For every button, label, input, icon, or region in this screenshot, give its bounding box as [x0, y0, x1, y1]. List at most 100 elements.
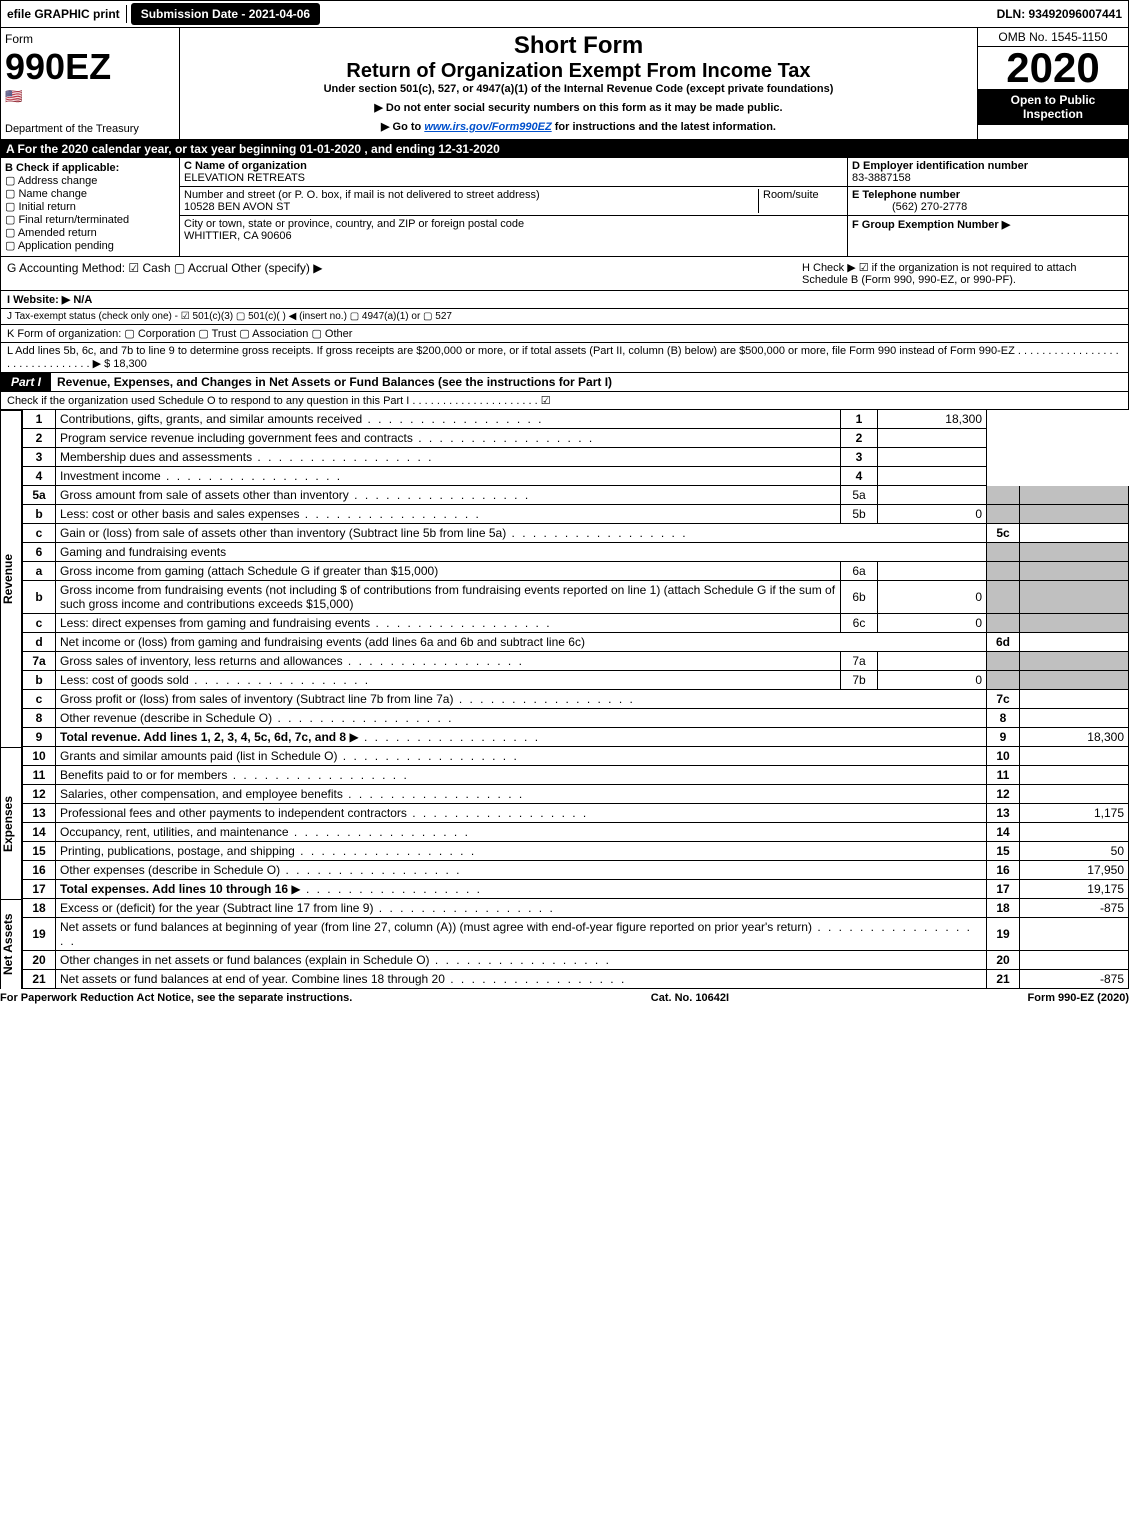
title-box: Short Form Return of Organization Exempt…: [180, 28, 977, 139]
line-2: 2Program service revenue including gover…: [23, 429, 1129, 448]
org-name-label: C Name of organization: [184, 160, 307, 172]
line-a: A For the 2020 calendar year, or tax yea…: [0, 140, 1129, 158]
form-box: Form 990EZ 🇺🇸 Department of the Treasury: [1, 28, 180, 139]
right-box: OMB No. 1545-1150 2020 Open to Public In…: [977, 28, 1128, 139]
line-3: 3Membership dues and assessments3: [23, 448, 1129, 467]
form-header: Form 990EZ 🇺🇸 Department of the Treasury…: [0, 28, 1129, 140]
ein: 83-3887158: [852, 172, 911, 184]
group-cell: F Group Exemption Number ▶: [848, 216, 1128, 233]
gh-row: G Accounting Method: ☑ Cash ▢ Accrual Ot…: [0, 257, 1129, 291]
part1-check: Check if the organization used Schedule …: [0, 392, 1129, 410]
g-accounting: G Accounting Method: ☑ Cash ▢ Accrual Ot…: [7, 261, 802, 286]
top-bar: efile GRAPHIC print Submission Date - 20…: [0, 0, 1129, 28]
l-row: L Add lines 5b, 6c, and 7b to line 9 to …: [0, 343, 1129, 373]
part1-label: Part I: [1, 373, 51, 391]
revenue-sidebar: Revenue: [0, 410, 22, 747]
org-city-cell: City or town, state or province, country…: [180, 216, 847, 244]
org-street-cell: Number and street (or P. O. box, if mail…: [180, 187, 847, 216]
org-city: WHITTIER, CA 90606: [184, 230, 292, 242]
line9-desc: Total revenue. Add lines 1, 2, 3, 4, 5c,…: [60, 730, 346, 744]
netassets-sidebar: Net Assets: [0, 899, 22, 989]
room-suite: Room/suite: [758, 189, 843, 213]
line-6c: cLess: direct expenses from gaming and f…: [23, 614, 1129, 633]
return-title: Return of Organization Exempt From Incom…: [184, 60, 973, 83]
h-check: H Check ▶ ☑ if the organization is not r…: [802, 261, 1122, 286]
line-7b: bLess: cost of goods sold7b0: [23, 671, 1129, 690]
part1-title: Revenue, Expenses, and Changes in Net As…: [51, 375, 612, 389]
ein-cell: D Employer identification number 83-3887…: [848, 158, 1128, 187]
revenue-section: Revenue 1Contributions, gifts, grants, a…: [0, 410, 1129, 747]
line-1: 1Contributions, gifts, grants, and simil…: [23, 410, 1129, 429]
line-6b: bGross income from fundraising events (n…: [23, 581, 1129, 614]
form-label: Form: [5, 32, 175, 46]
org-street: 10528 BEN AVON ST: [184, 201, 290, 213]
footer-center: Cat. No. 10642I: [651, 992, 729, 1004]
line-5a: 5aGross amount from sale of assets other…: [23, 486, 1129, 505]
goto-prefix: ▶ Go to: [381, 121, 424, 133]
tax-year: 2020: [978, 47, 1128, 89]
netassets-table: 18Excess or (deficit) for the year (Subt…: [22, 899, 1129, 989]
org-name: ELEVATION RETREATS: [184, 172, 305, 184]
goto: ▶ Go to www.irs.gov/Form990EZ for instru…: [184, 120, 973, 133]
irs-link[interactable]: www.irs.gov/Form990EZ: [424, 121, 551, 133]
part1-header: Part I Revenue, Expenses, and Changes in…: [0, 373, 1129, 392]
line-7c: cGross profit or (loss) from sales of in…: [23, 690, 1129, 709]
line-10: 10Grants and similar amounts paid (list …: [23, 747, 1129, 766]
warning: ▶ Do not enter social security numbers o…: [184, 101, 973, 114]
expenses-table: 10Grants and similar amounts paid (list …: [22, 747, 1129, 899]
form-number: 990EZ: [5, 46, 175, 88]
line-5b: bLess: cost or other basis and sales exp…: [23, 505, 1129, 524]
submission-date: Submission Date - 2021-04-06: [131, 3, 320, 25]
expenses-section: Expenses 10Grants and similar amounts pa…: [0, 747, 1129, 899]
open-line2: Inspection: [982, 107, 1124, 121]
line-4: 4Investment income4: [23, 467, 1129, 486]
line-13: 13Professional fees and other payments t…: [23, 804, 1129, 823]
check-name[interactable]: Name change: [5, 187, 175, 200]
check-amended[interactable]: Amended return: [5, 226, 175, 239]
line-17: 17Total expenses. Add lines 10 through 1…: [23, 880, 1129, 899]
line-6a: aGross income from gaming (attach Schedu…: [23, 562, 1129, 581]
org-column: C Name of organization ELEVATION RETREAT…: [180, 158, 847, 256]
check-label: B Check if applicable:: [5, 162, 175, 174]
check-initial[interactable]: Initial return: [5, 200, 175, 213]
line-19: 19Net assets or fund balances at beginni…: [23, 918, 1129, 951]
group-label: F Group Exemption Number ▶: [852, 219, 1010, 231]
line17-desc: Total expenses. Add lines 10 through 16: [60, 882, 288, 896]
line-9: 9Total revenue. Add lines 1, 2, 3, 4, 5c…: [23, 728, 1129, 747]
tax-exempt-row: J Tax-exempt status (check only one) - ☑…: [0, 309, 1129, 325]
website-row: I Website: ▶ N/A: [0, 291, 1129, 309]
line-14: 14Occupancy, rent, utilities, and mainte…: [23, 823, 1129, 842]
line-7a: 7aGross sales of inventory, less returns…: [23, 652, 1129, 671]
open-line1: Open to Public: [982, 93, 1124, 107]
dln: DLN: 93492096007441: [991, 5, 1128, 23]
city-label: City or town, state or province, country…: [184, 218, 524, 230]
footer-right: Form 990-EZ (2020): [1028, 992, 1129, 1004]
i-website: I Website: ▶ N/A: [7, 294, 92, 306]
line-15: 15Printing, publications, postage, and s…: [23, 842, 1129, 861]
phone-cell: E Telephone number (562) 270-2778: [848, 187, 1128, 216]
k-row: K Form of organization: ▢ Corporation ▢ …: [0, 325, 1129, 343]
line-21: 21Net assets or fund balances at end of …: [23, 970, 1129, 989]
org-name-cell: C Name of organization ELEVATION RETREAT…: [180, 158, 847, 187]
check-pending[interactable]: Application pending: [5, 239, 175, 252]
right-info-column: D Employer identification number 83-3887…: [847, 158, 1128, 256]
line-11: 11Benefits paid to or for members11: [23, 766, 1129, 785]
info-row: B Check if applicable: Address change Na…: [0, 158, 1129, 257]
ein-label: D Employer identification number: [852, 160, 1028, 172]
line-5c: cGain or (loss) from sale of assets othe…: [23, 524, 1129, 543]
line-6d: dNet income or (loss) from gaming and fu…: [23, 633, 1129, 652]
phone-label: E Telephone number: [852, 189, 960, 201]
check-final[interactable]: Final return/terminated: [5, 213, 175, 226]
short-form-title: Short Form: [184, 32, 973, 60]
footer: For Paperwork Reduction Act Notice, see …: [0, 989, 1129, 1004]
line-18: 18Excess or (deficit) for the year (Subt…: [23, 899, 1129, 918]
revenue-table: 1Contributions, gifts, grants, and simil…: [22, 410, 1129, 747]
line-20: 20Other changes in net assets or fund ba…: [23, 951, 1129, 970]
open-to-public: Open to Public Inspection: [978, 89, 1128, 125]
check-address[interactable]: Address change: [5, 174, 175, 187]
phone: (562) 270-2778: [852, 201, 967, 213]
netassets-section: Net Assets 18Excess or (deficit) for the…: [0, 899, 1129, 989]
efile-label: efile GRAPHIC print: [1, 5, 127, 23]
line-12: 12Salaries, other compensation, and empl…: [23, 785, 1129, 804]
footer-left: For Paperwork Reduction Act Notice, see …: [0, 992, 352, 1004]
